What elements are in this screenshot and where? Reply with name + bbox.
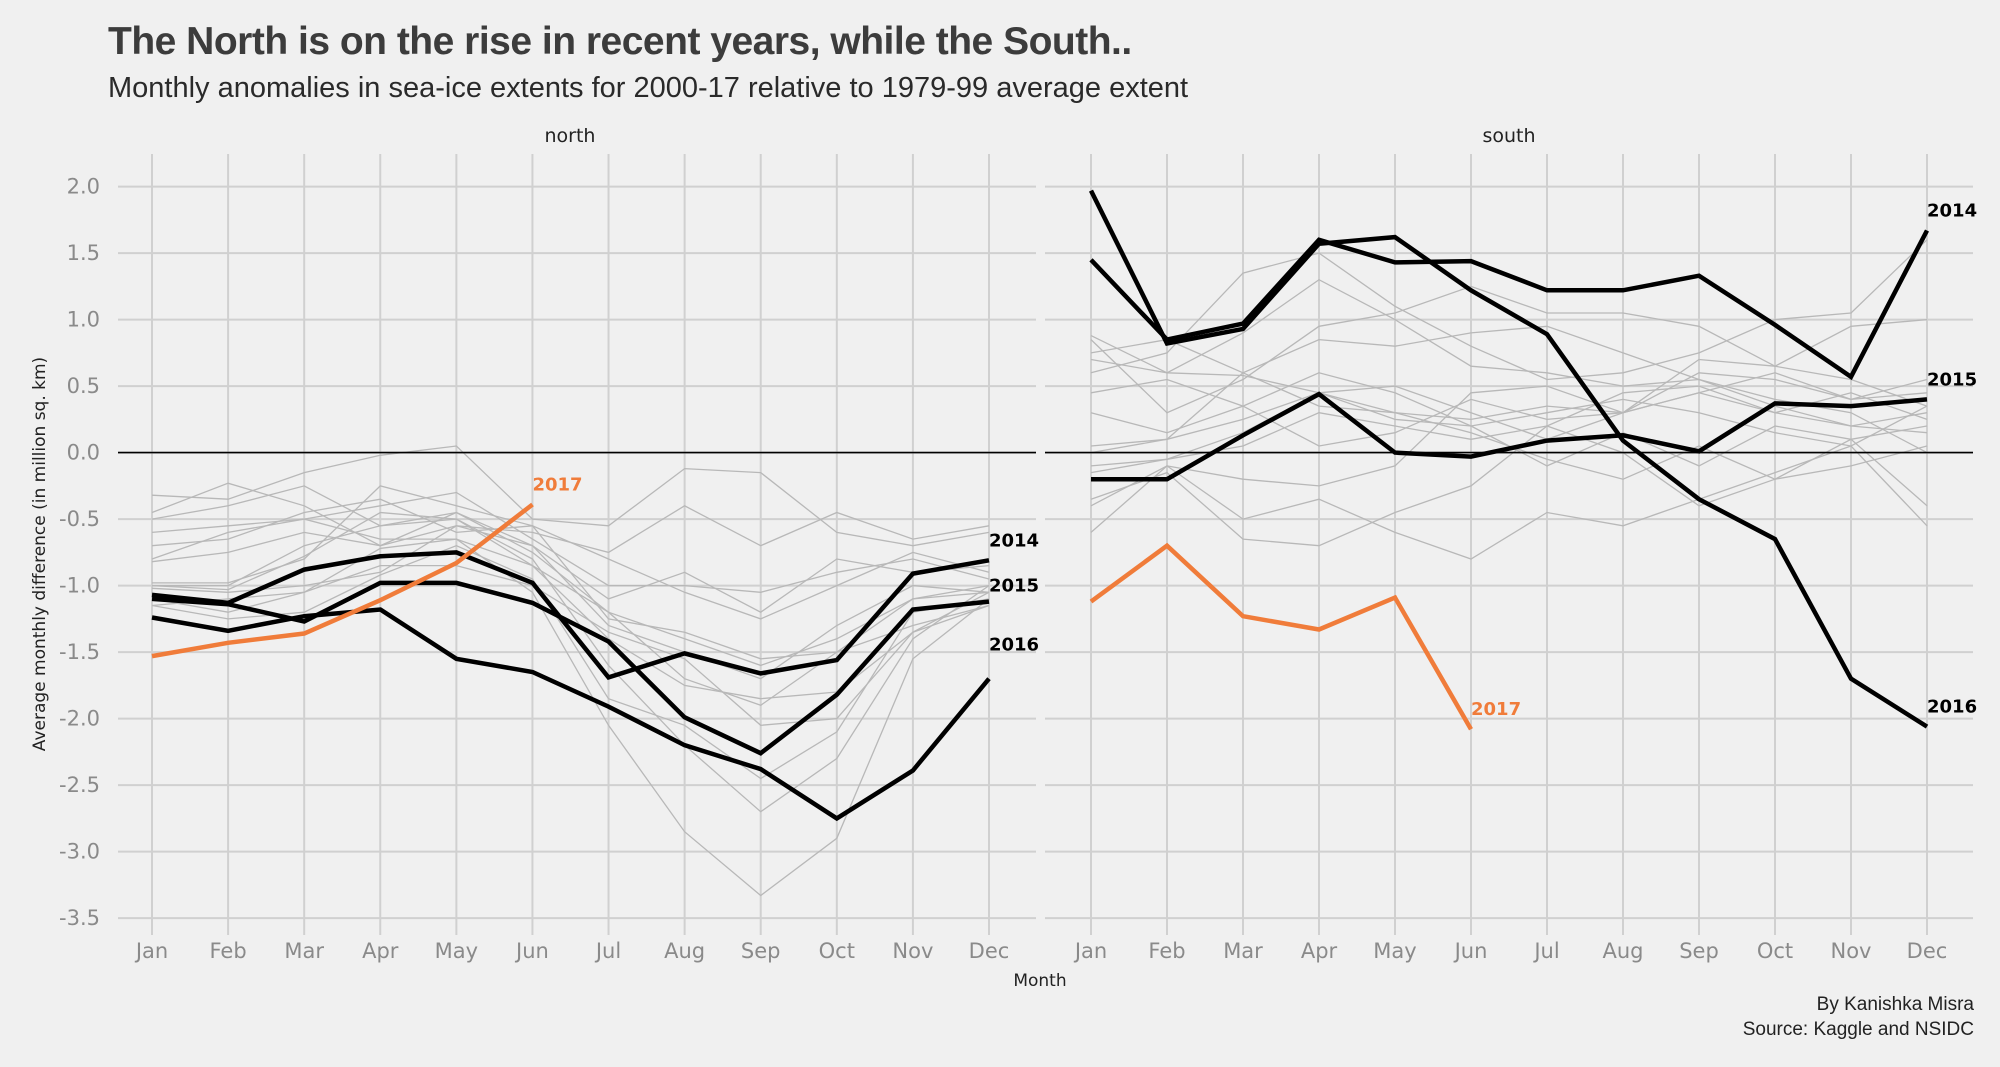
year-label-south-2016: 2016 xyxy=(1927,697,1977,718)
x-tick-label: Oct xyxy=(819,939,855,963)
y-tick-label: -0.5 xyxy=(59,507,100,531)
background-year-line-north-2007 xyxy=(152,518,990,813)
background-year-line-north-2002 xyxy=(151,485,990,613)
panel-strip-north: north xyxy=(545,125,596,147)
year-line-north-2016 xyxy=(151,607,991,822)
y-tick-label: -3.5 xyxy=(59,906,100,930)
y-tick-label: 2.0 xyxy=(67,175,100,199)
y-tick-label: 0.5 xyxy=(67,374,100,398)
y-tick-label: 1.5 xyxy=(67,241,100,265)
year-label-south-2017: 2017 xyxy=(1471,699,1521,720)
background-year-line-north-2003 xyxy=(151,491,990,593)
year-label-south-2015: 2015 xyxy=(1927,369,1977,390)
y-axis-title: Average monthly difference (in million s… xyxy=(30,357,50,751)
x-tick-label: Jun xyxy=(1453,939,1488,963)
background-year-line-south-2006 xyxy=(1090,372,1928,467)
x-tick-label: Oct xyxy=(1757,939,1793,963)
background-year-line-north-2009 xyxy=(151,525,990,680)
x-tick-label: May xyxy=(1373,939,1416,963)
x-tick-label: May xyxy=(435,939,478,963)
background-year-line-south-2013 xyxy=(1090,445,1928,560)
background-year-line-north-2011 xyxy=(151,544,990,780)
x-tick-label: Apr xyxy=(362,939,399,963)
x-tick-label: Sep xyxy=(1679,939,1719,963)
panel-strip-south: south xyxy=(1482,125,1535,147)
background-year-line-south-2005 xyxy=(1090,372,1928,507)
y-tick-label: -2.0 xyxy=(59,707,100,731)
x-tick-label: Jul xyxy=(1532,939,1559,963)
y-tick-label: -1.5 xyxy=(59,640,100,664)
year-label-north-2015: 2015 xyxy=(989,576,1039,597)
highlight-years-layer xyxy=(151,189,1929,822)
x-tick-label: Jan xyxy=(1073,939,1107,963)
background-year-line-south-2012 xyxy=(1090,239,1928,381)
grid-layer: 2.0 1.5 1.0 0.5 0.0 -0.5 -1.0 -1.5 -2.0 -2.5 -3.0 -… xyxy=(59,154,1973,963)
x-tick-label: Jul xyxy=(594,939,621,963)
y-tick-label: 0.0 xyxy=(67,441,100,465)
y-tick-label: -1.0 xyxy=(59,574,100,598)
chart-title: The North is on the rise in recent years… xyxy=(108,20,1132,63)
x-tick-label: Nov xyxy=(892,939,933,963)
x-tick-label: Sep xyxy=(741,939,781,963)
y-tick-label: 1.0 xyxy=(67,308,100,332)
background-year-line-south-2008 xyxy=(1090,358,1928,447)
x-tick-label: Jan xyxy=(134,939,168,963)
y-tick-label: -2.5 xyxy=(59,773,100,797)
year-line-north-2014 xyxy=(151,550,990,681)
background-year-line-north-2005 xyxy=(151,511,990,667)
x-tick-label: Dec xyxy=(1907,939,1948,963)
year-label-north-2014: 2014 xyxy=(989,530,1039,551)
background-year-line-south-2009 xyxy=(1090,385,1928,467)
y-tick-label: -3.0 xyxy=(59,840,100,864)
background-year-line-south-2001 xyxy=(1090,385,1928,447)
year-line-south-2017 xyxy=(1089,542,1473,731)
x-tick-label: Mar xyxy=(1223,939,1263,963)
x-tick-label: Aug xyxy=(664,939,705,963)
chart-subtitle: Monthly anomalies in sea-ice extents for… xyxy=(108,72,1189,104)
labels-layer: 2014 2015 2016 2017 2014 2015 2016 2017 xyxy=(532,200,1977,720)
year-label-north-2017: 2017 xyxy=(532,474,582,495)
background-year-line-north-2001 xyxy=(151,445,990,547)
background-year-line-north-2004 xyxy=(151,498,990,620)
x-axis-title: Month xyxy=(1013,971,1066,991)
x-tick-label: Feb xyxy=(209,939,246,963)
background-year-line-north-2013 xyxy=(151,564,990,726)
x-tick-label: Dec xyxy=(969,939,1010,963)
background-year-line-south-2011 xyxy=(1090,425,1928,547)
x-tick-label: Nov xyxy=(1831,939,1872,963)
x-tick-label: Mar xyxy=(284,939,324,963)
x-tick-label: Feb xyxy=(1148,939,1185,963)
x-tick-label: Apr xyxy=(1301,939,1338,963)
x-tick-label: Aug xyxy=(1602,939,1643,963)
chart-caption: By Kanishka Misra Source: Kaggle and NSI… xyxy=(1743,992,1974,1042)
background-year-line-south-2000 xyxy=(1090,335,1928,421)
background-year-line-south-2004 xyxy=(1090,392,1928,474)
year-line-south-2015 xyxy=(1091,391,1928,482)
caption-author: By Kanishka Misra xyxy=(1816,994,1974,1015)
background-year-line-south-2010 xyxy=(1090,285,1928,414)
background-year-line-north-2010 xyxy=(151,511,990,700)
background-years-layer xyxy=(151,239,1928,897)
x-tick-label: Jun xyxy=(514,939,549,963)
caption-source: Source: Kaggle and NSIDC xyxy=(1742,1019,1974,1040)
year-label-north-2016: 2016 xyxy=(989,635,1039,656)
year-line-south-2016 xyxy=(1088,189,1929,729)
year-line-north-2017 xyxy=(151,502,534,659)
year-line-south-2014 xyxy=(1089,229,1929,381)
year-label-south-2014: 2014 xyxy=(1927,200,1977,221)
